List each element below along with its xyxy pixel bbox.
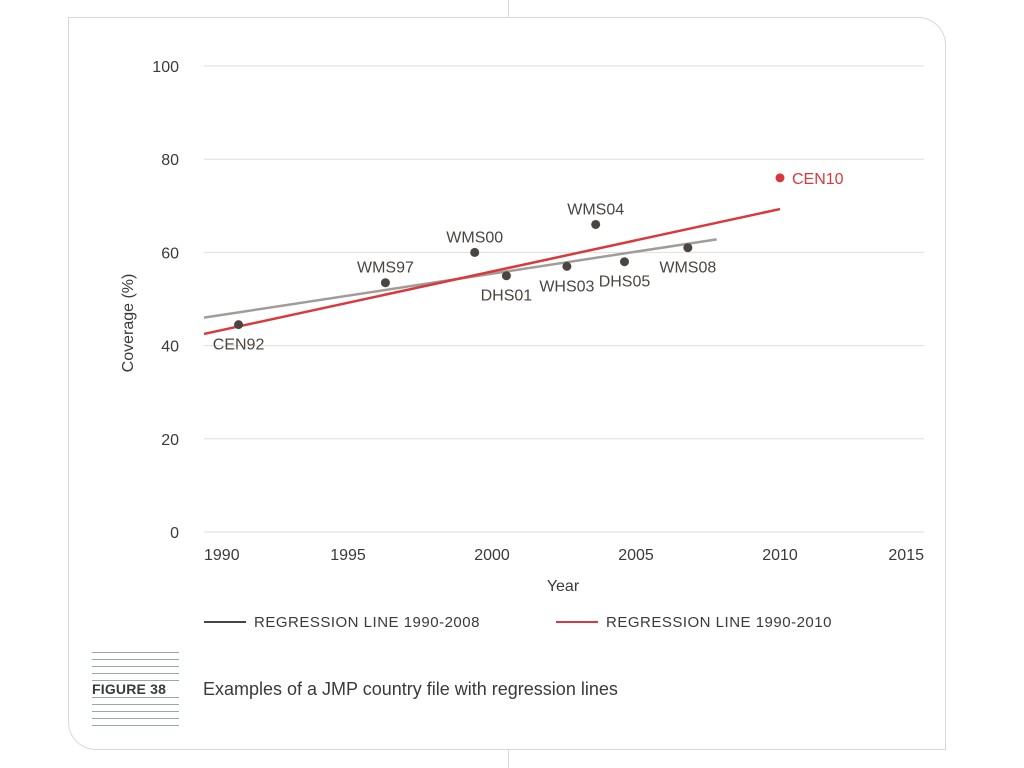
data-point-label: WMS04 (567, 201, 624, 218)
y-tick-label: 20 (161, 432, 179, 449)
grid-lines (204, 65, 924, 533)
x-tick-label: 2000 (474, 547, 510, 564)
caption-rule (92, 697, 179, 698)
data-point-label: CEN10 (792, 171, 844, 188)
data-point-label: DHS05 (599, 274, 651, 291)
data-point-whs03 (562, 261, 572, 271)
data-point-label: CEN92 (213, 337, 265, 354)
caption-rule (92, 666, 179, 667)
y-tick-label: 80 (161, 152, 179, 169)
data-point-dhs05 (619, 257, 629, 267)
figure-number: FIGURE 38 (92, 681, 171, 697)
data-point-labels: CEN92 WMS97 WMS00 DHS01 WHS03 WMS04 DHS05 WMS08… (213, 171, 844, 354)
data-point-cen10 (775, 173, 785, 183)
x-tick-label: 1995 (330, 547, 366, 564)
data-point-cen92 (234, 320, 244, 330)
legend-item-regression-1990-2010: REGRESSION LINE 1990-2010 (556, 612, 832, 632)
y-tick-label: 100 (152, 59, 179, 76)
caption-rule (92, 718, 179, 719)
x-axis-label: Year (547, 578, 580, 595)
caption-rule (92, 680, 179, 681)
legend-item-regression-1990-2008: REGRESSION LINE 1990-2008 (204, 612, 480, 632)
data-point-label: WMS08 (659, 260, 716, 277)
legend-swatch-1990-2010 (556, 621, 598, 623)
x-tick-labels: 1990 1995 2000 2005 2010 2015 (204, 547, 924, 564)
x-tick-label: 2015 (888, 547, 924, 564)
caption-rule (92, 704, 179, 705)
caption-rule (92, 725, 179, 726)
caption-rule (92, 673, 179, 674)
data-point-wms04 (591, 219, 601, 229)
legend-swatch-1990-2008 (204, 621, 246, 623)
divider-top (508, 0, 509, 17)
regression-line-1990-2010 (203, 207, 781, 336)
x-tick-label: 2005 (618, 547, 654, 564)
data-point-wms00 (470, 247, 480, 257)
figure-card (68, 17, 946, 750)
legend-label-1990-2008: REGRESSION LINE 1990-2008 (254, 613, 480, 631)
y-tick-labels: 0 20 40 60 80 100 (152, 59, 179, 542)
figure-title: Examples of a JMP country file with regr… (203, 679, 618, 699)
y-axis-label: Coverage (%) (120, 274, 137, 373)
data-point-wms97 (380, 278, 390, 288)
x-tick-label: 2010 (762, 547, 798, 564)
divider-bottom (508, 750, 509, 768)
caption-rule (92, 711, 179, 712)
y-tick-label: 0 (170, 525, 179, 542)
data-point-wms08 (683, 243, 693, 253)
regression-lines (203, 207, 781, 336)
caption-rule (92, 659, 179, 660)
y-tick-label: 60 (161, 245, 179, 262)
data-point-label: WMS97 (357, 260, 414, 277)
legend-label-1990-2010: REGRESSION LINE 1990-2010 (606, 613, 832, 631)
data-point-label: WHS03 (539, 278, 594, 295)
y-tick-label: 40 (161, 339, 179, 356)
x-tick-label: 1990 (204, 547, 240, 564)
figure-caption: FIGURE 38 Examples of a JMP country file… (92, 650, 692, 730)
data-point-label: DHS01 (481, 288, 533, 305)
data-points (234, 173, 785, 330)
caption-rule (92, 652, 179, 653)
data-point-label: WMS00 (446, 229, 503, 246)
data-point-dhs01 (501, 271, 511, 281)
